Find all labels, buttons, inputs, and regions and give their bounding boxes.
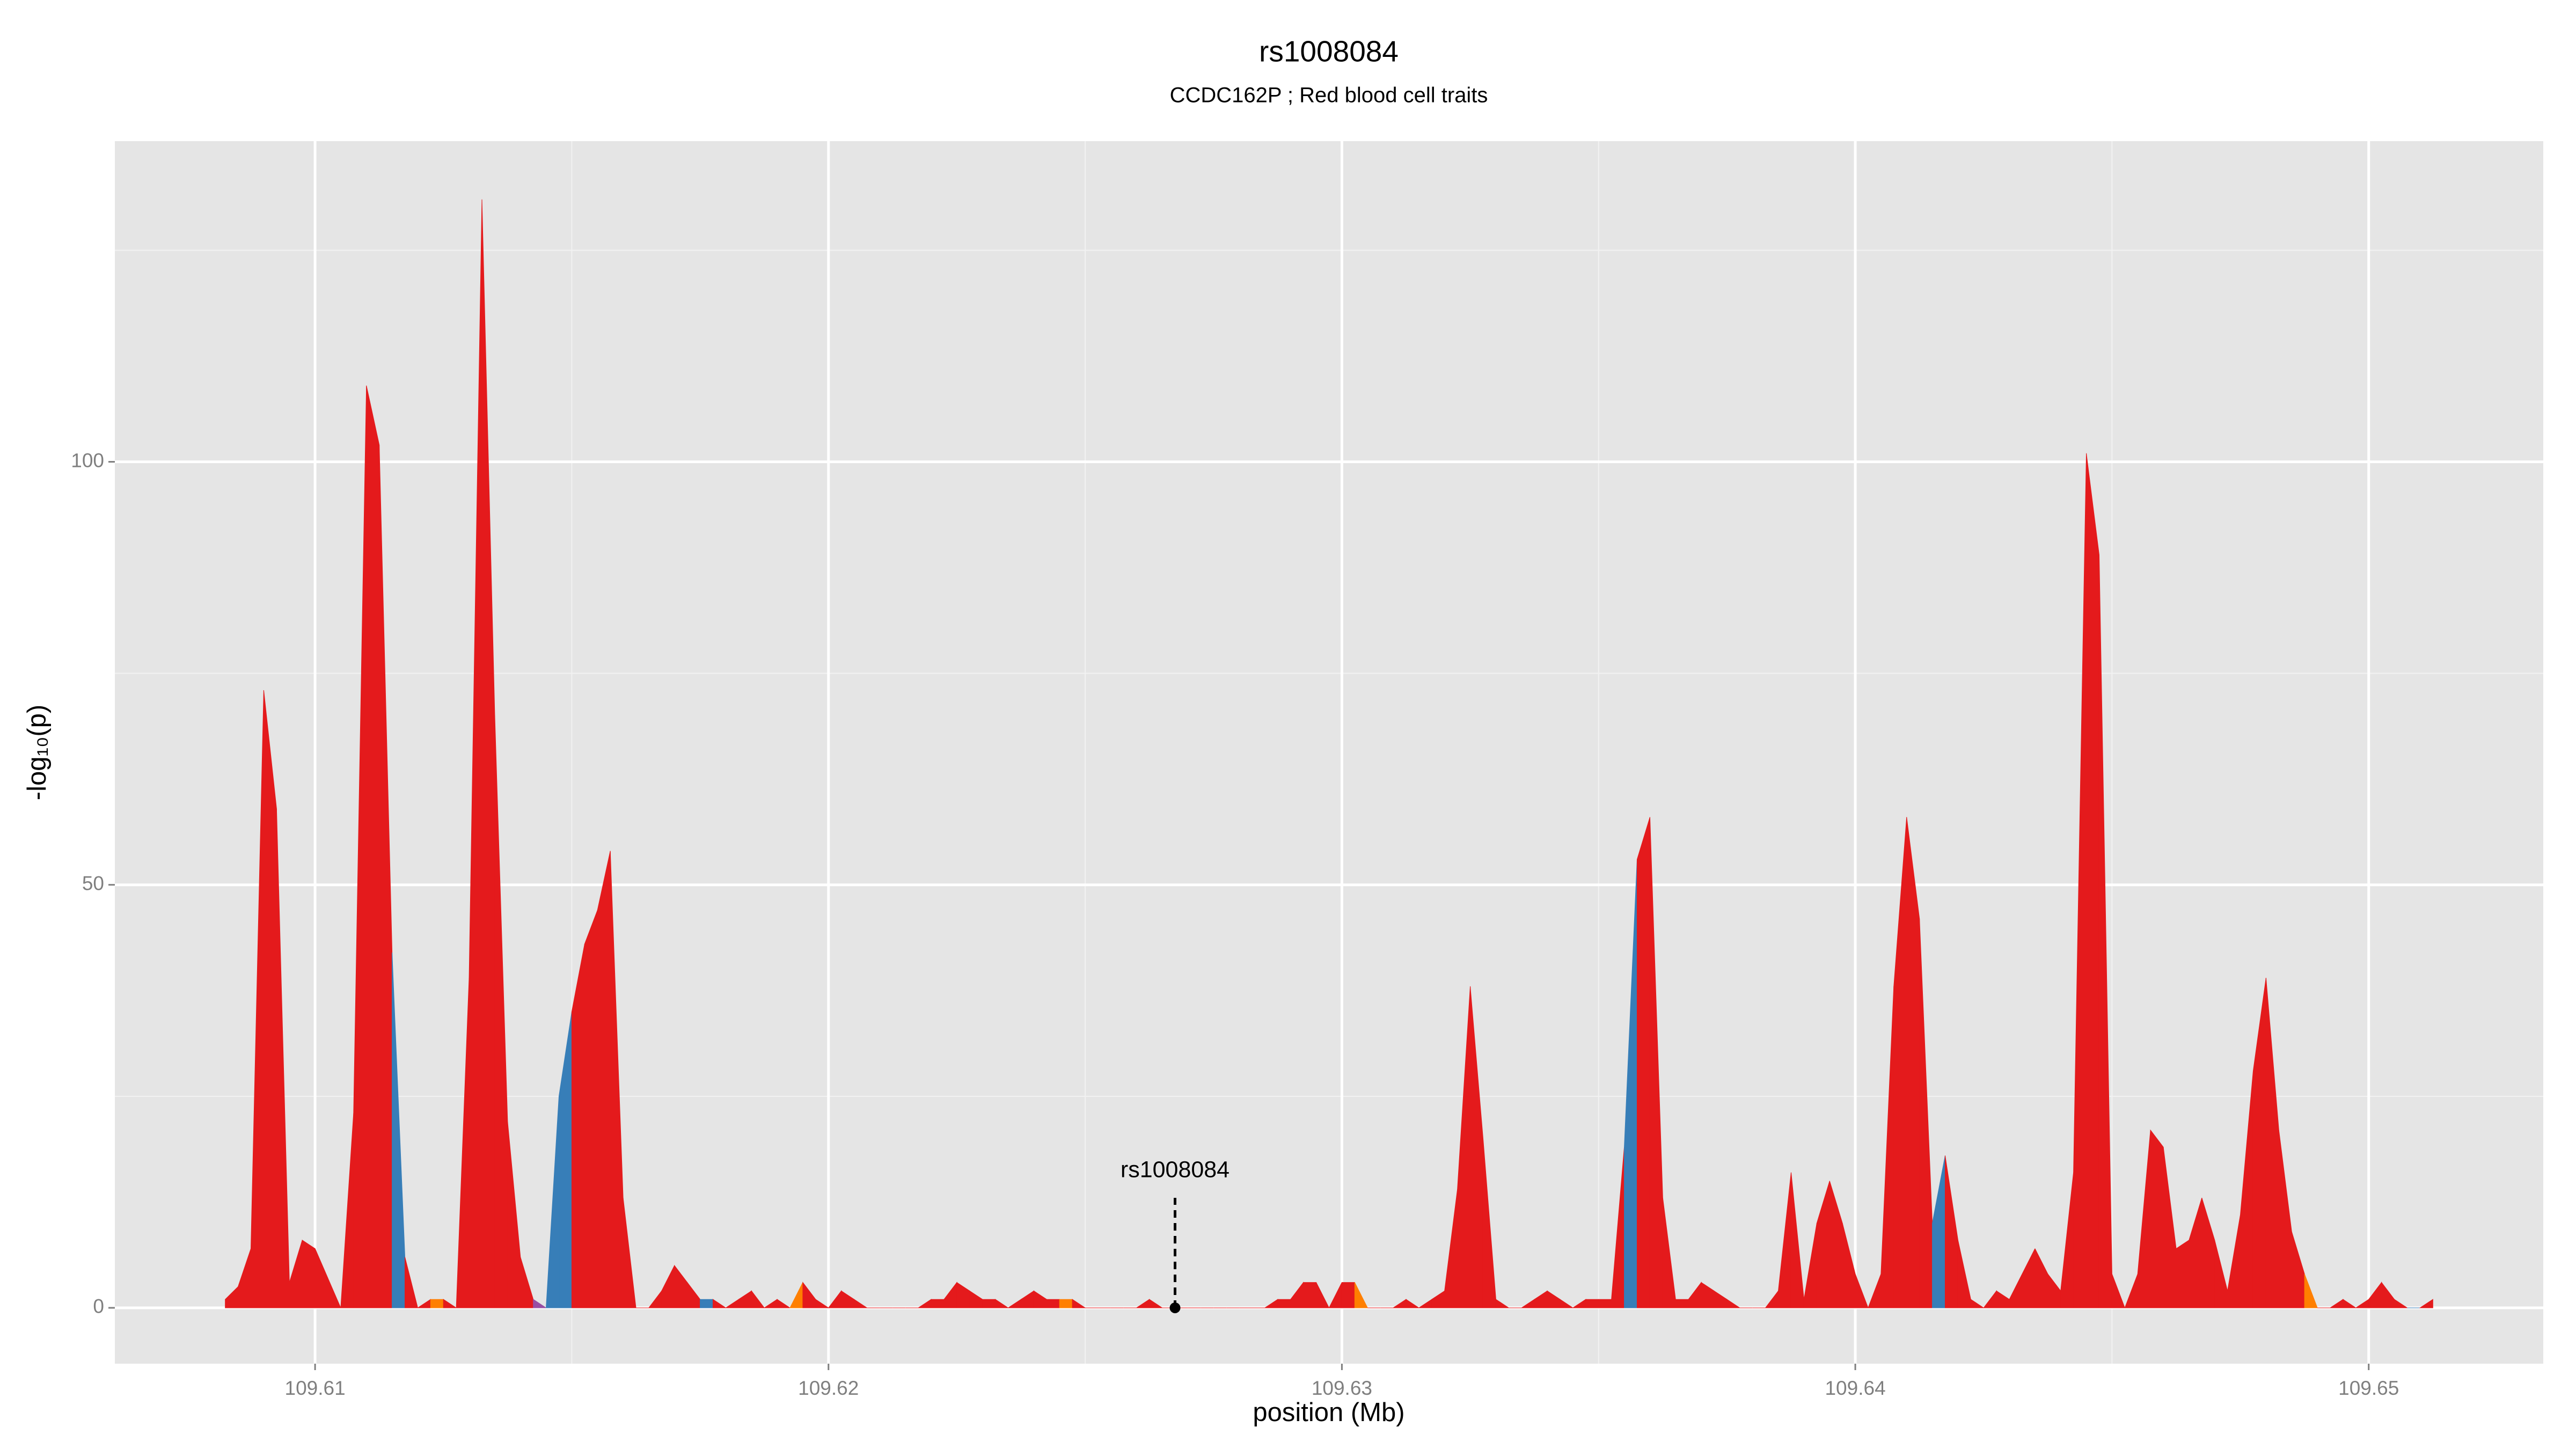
area-segment: [700, 1299, 714, 1308]
area-segment: [1726, 1299, 1741, 1308]
area-segment: [1059, 1299, 1073, 1308]
area-segment: [982, 1299, 996, 1308]
area-segment: [1560, 1299, 1574, 1308]
area-segment: [584, 910, 598, 1308]
area-segment: [1316, 1282, 1330, 1308]
area-segment: [1970, 1299, 1985, 1308]
area-segment: [1585, 1299, 1599, 1308]
area-segment: [2304, 1274, 2318, 1308]
area-segment: [2343, 1299, 2357, 1308]
area-segment: [2176, 1239, 2190, 1308]
area-segment: [2086, 453, 2099, 1308]
area-segment: [597, 851, 611, 1308]
area-segment: [995, 1299, 1009, 1308]
area-segment: [1495, 1299, 1510, 1308]
x-axis-title: position (Mb): [1253, 1398, 1404, 1427]
x-tick-label: 109.61: [285, 1377, 346, 1399]
area-segment: [533, 1299, 547, 1308]
area-segment: [1072, 1299, 1086, 1308]
area-segment: [366, 385, 380, 1308]
area-segment: [1046, 1299, 1060, 1308]
area-segment: [1354, 1282, 1368, 1308]
area-segment: [327, 1278, 341, 1308]
area-segment: [931, 1299, 945, 1308]
area-segment: [1855, 1274, 1869, 1308]
chart-subtitle: CCDC162P ; Red blood cell traits: [1170, 84, 1488, 107]
area-segment: [1341, 1282, 1355, 1308]
chart-title: rs1008084: [1259, 35, 1399, 68]
x-tick-label: 109.64: [1825, 1377, 1885, 1399]
y-tick-label: 0: [93, 1296, 104, 1318]
area-segment: [2111, 1274, 2126, 1308]
area-segment: [405, 1257, 419, 1308]
area-segment: [1277, 1299, 1291, 1308]
area-segment: [302, 1239, 316, 1308]
area-segment: [1149, 1299, 1163, 1308]
y-tick-label: 50: [82, 872, 104, 894]
area-segment: [1406, 1299, 1420, 1308]
area-segment: [713, 1299, 727, 1308]
annotation-point: [1169, 1302, 1181, 1313]
annotation-label: rs1008084: [1121, 1157, 1230, 1182]
area-segment: [854, 1299, 868, 1308]
x-tick-label: 109.63: [1312, 1377, 1372, 1399]
area-segment: [623, 1197, 636, 1308]
area-segment: [815, 1299, 830, 1308]
area-segment: [2394, 1299, 2409, 1308]
area-segment: [1598, 1299, 1612, 1308]
x-tick-label: 109.65: [2338, 1377, 2399, 1399]
area-segment: [751, 1290, 765, 1308]
area-segment: [1675, 1299, 1689, 1308]
area-segment: [1636, 817, 1650, 1308]
area-segment: [443, 1299, 457, 1308]
x-tick-label: 109.62: [798, 1377, 859, 1399]
area-segment: [1303, 1282, 1317, 1308]
area-segment: [430, 1299, 444, 1308]
area-segment: [2419, 1299, 2433, 1308]
y-tick-label: 100: [71, 449, 104, 471]
area-segment: [777, 1299, 791, 1308]
area-segment: [2150, 1129, 2164, 1308]
plot-background: [115, 141, 2543, 1364]
y-axis-title: -log₁₀(p): [23, 705, 52, 800]
